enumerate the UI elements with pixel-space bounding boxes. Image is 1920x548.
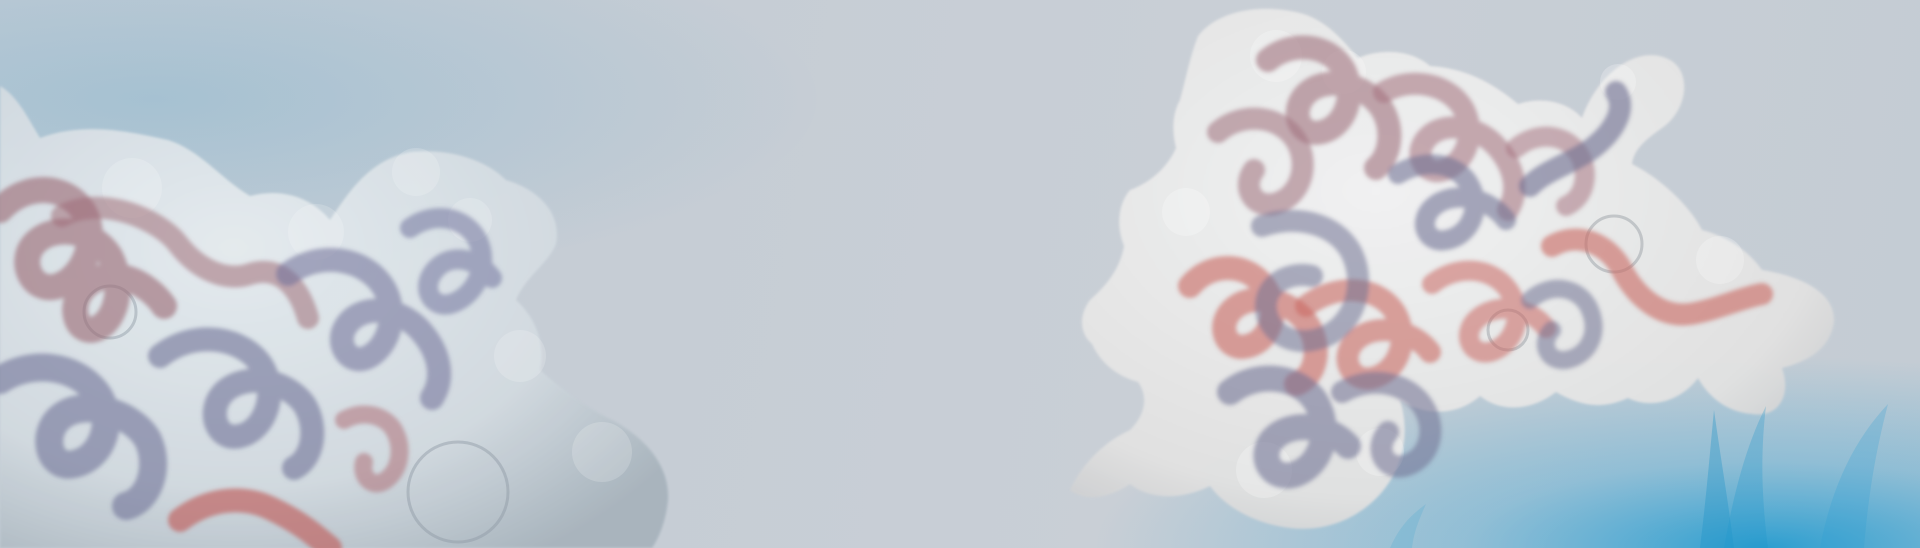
bottom-right-glow [1390, 404, 1888, 548]
left-protein-illustration [0, 86, 669, 548]
right-protein-illustration [1070, 8, 1835, 529]
